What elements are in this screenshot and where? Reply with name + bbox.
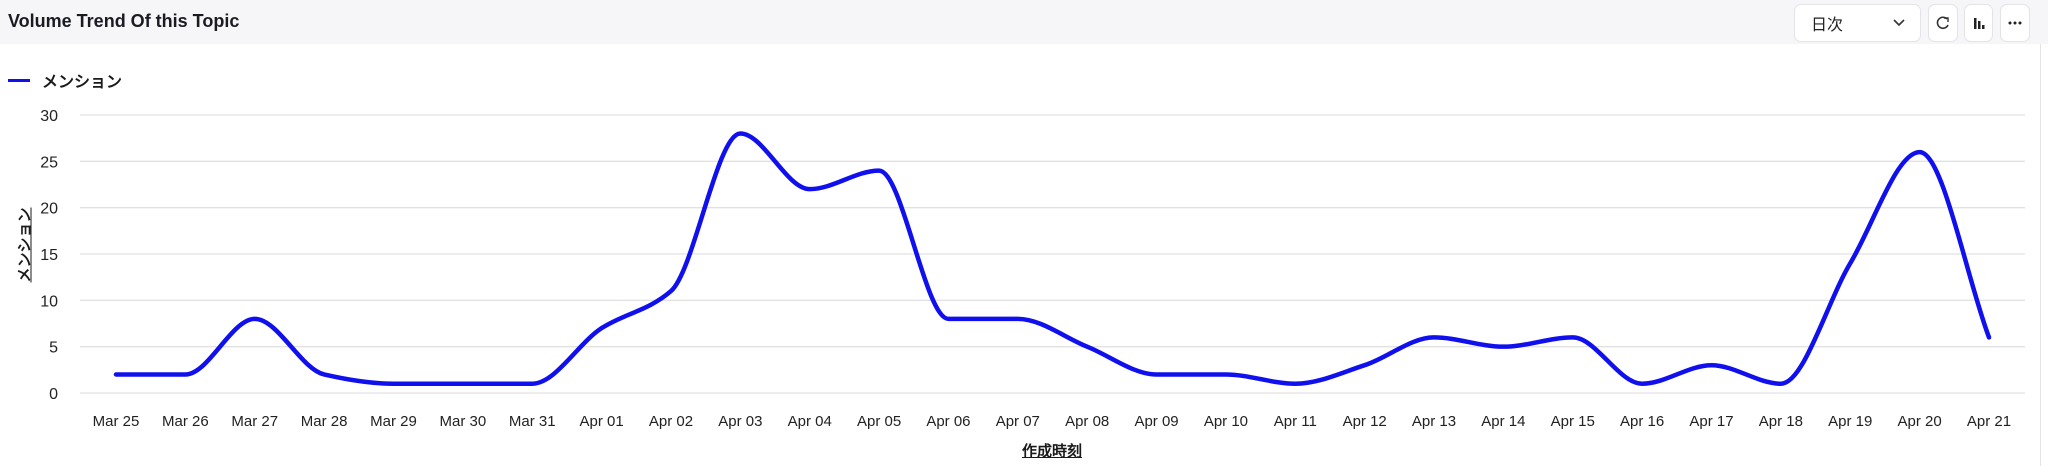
y-tick-label: 20 xyxy=(40,201,58,218)
x-tick-label: Apr 12 xyxy=(1343,413,1387,430)
x-tick-label: Apr 16 xyxy=(1620,413,1664,430)
more-options-button[interactable] xyxy=(2000,4,2030,42)
x-tick-label: Mar 26 xyxy=(162,413,209,430)
interval-dropdown[interactable]: 日次 xyxy=(1794,4,1921,42)
y-tick-label: 15 xyxy=(40,247,58,264)
y-tick-label: 25 xyxy=(40,154,58,171)
x-tick-label: Apr 05 xyxy=(857,413,901,430)
x-tick-label: Apr 17 xyxy=(1689,413,1733,430)
x-tick-label: Apr 20 xyxy=(1898,413,1942,430)
x-tick-label: Apr 09 xyxy=(1134,413,1178,430)
chart-title: Volume Trend Of this Topic xyxy=(8,11,240,31)
x-tick-label: Mar 29 xyxy=(370,413,417,430)
legend-item[interactable]: メンション xyxy=(8,68,122,92)
x-tick-label: Apr 18 xyxy=(1759,413,1803,430)
series-line-mentions xyxy=(113,131,1992,386)
x-tick-label: Apr 21 xyxy=(1967,413,2011,430)
x-tick-label: Mar 25 xyxy=(93,413,140,430)
y-tick-label: 30 xyxy=(40,108,58,125)
x-tick-label: Apr 03 xyxy=(718,413,762,430)
x-tick-label: Mar 27 xyxy=(231,413,278,430)
y-tick-label: 10 xyxy=(40,293,58,310)
chevron-down-icon xyxy=(1893,19,1905,27)
panel-border xyxy=(2040,44,2041,466)
chart-header: Volume Trend Of this Topic 日次 xyxy=(0,0,2048,44)
x-tick-label: Apr 13 xyxy=(1412,413,1456,430)
bar-chart-icon xyxy=(1973,18,1984,29)
legend-label: メンション xyxy=(42,74,123,91)
refresh-icon xyxy=(1936,16,1949,30)
legend-swatch xyxy=(8,78,30,82)
x-axis-title: 作成時刻 xyxy=(1021,443,1083,460)
x-tick-label: Apr 11 xyxy=(1274,413,1317,430)
x-tick-label: Apr 08 xyxy=(1065,413,1109,430)
x-tick-label: Apr 04 xyxy=(788,413,832,430)
x-tick-label: Apr 19 xyxy=(1828,413,1872,430)
more-icon xyxy=(2008,21,2022,25)
interval-value: 日次 xyxy=(1811,17,1844,34)
x-tick-label: Apr 06 xyxy=(926,413,970,430)
x-tick-label: Apr 07 xyxy=(996,413,1040,430)
y-tick-label: 5 xyxy=(49,340,58,357)
x-tick-label: Apr 02 xyxy=(649,413,693,430)
refresh-button[interactable] xyxy=(1928,4,1958,42)
y-axis-title: メンション xyxy=(16,207,34,283)
x-tick-label: Apr 10 xyxy=(1204,413,1248,430)
chart-type-button[interactable] xyxy=(1964,4,1993,42)
x-tick-label: Apr 14 xyxy=(1481,413,1525,430)
x-tick-label: Apr 01 xyxy=(579,413,623,430)
x-tick-label: Mar 30 xyxy=(440,413,487,430)
x-tick-label: Apr 15 xyxy=(1551,413,1595,430)
x-tick-label: Mar 28 xyxy=(301,413,348,430)
x-tick-label: Mar 31 xyxy=(509,413,556,430)
y-tick-label: 0 xyxy=(49,386,58,403)
